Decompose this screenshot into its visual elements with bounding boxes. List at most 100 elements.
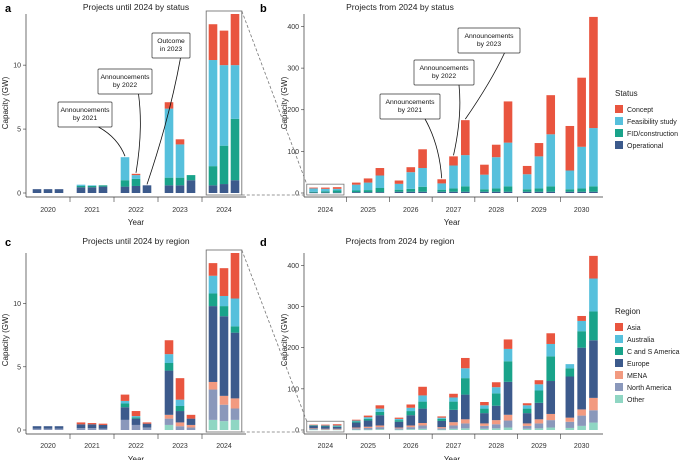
bar-segment-concept — [449, 156, 458, 166]
bar-segment-australia — [437, 417, 446, 419]
x-tick-label: 2020 — [40, 207, 56, 214]
annotation-line: Announcements — [464, 33, 514, 40]
bar-segment-north-america — [546, 420, 556, 428]
panel-b: b Projects from 2024 by status 0 100 200 300 4… — [260, 2, 603, 227]
x-tick-label: 2025 — [360, 443, 376, 450]
bar-segment-concept — [131, 173, 141, 176]
bar-segment-mena — [394, 427, 404, 429]
bar-segment-fid-construction — [534, 188, 544, 192]
bar-segment-c-and-s-america — [406, 411, 416, 416]
bar-segment-australia — [363, 417, 373, 419]
bar-segment-feasibility-study — [534, 156, 544, 189]
legend-label: C and S America — [627, 349, 680, 356]
bar-segment-mena — [208, 381, 218, 390]
bar-segment-feasibility-study — [131, 175, 141, 179]
legend-label: Australia — [627, 337, 654, 344]
bar-segment-feasibility-study — [589, 128, 598, 187]
legend-label: Concept — [627, 107, 653, 114]
bar-segment-fid-construction — [577, 188, 586, 192]
bar-segment-mena — [577, 409, 586, 416]
bar-segment-asia — [363, 415, 373, 418]
zoom-connector-top — [241, 249, 308, 422]
annotation-line: in 2023 — [160, 46, 183, 53]
bar-segment-europe — [230, 332, 240, 399]
bar-segment-other — [461, 428, 470, 430]
bar-segment-c-and-s-america — [418, 401, 427, 409]
bar-segment-asia — [219, 268, 229, 296]
bar-segment-c-and-s-america — [120, 403, 130, 408]
legend-label: Operational — [627, 143, 664, 150]
bar-segment-fid-construction — [503, 186, 513, 192]
bar-segment-fid-construction — [546, 186, 556, 192]
x-tick-label: 2026 — [403, 443, 419, 450]
bar-segment-asia — [375, 405, 385, 409]
bar-segment-australia — [406, 407, 416, 412]
y-tick-label: 400 — [287, 263, 299, 270]
legend-label: MENA — [627, 373, 648, 380]
bar-segment-asia — [437, 416, 446, 418]
bar-segment-europe — [54, 426, 64, 429]
bar-segment-australia — [491, 387, 501, 394]
x-tick-label: 2022 — [128, 443, 144, 450]
bar-segment-asia — [394, 417, 404, 419]
bar-segment-c-and-s-america — [589, 311, 598, 341]
bar-segment-feasibility-study — [449, 165, 458, 189]
bar-segment-feasibility-study — [577, 146, 586, 189]
bar-segment-operational — [461, 191, 470, 193]
bar-segment-fid-construction — [522, 189, 532, 192]
legend-swatch — [615, 117, 623, 125]
bar-segment-north-america — [522, 425, 532, 429]
bar-segment-europe — [309, 425, 318, 429]
bar-segment-operational — [332, 192, 342, 194]
bar-segment-c-and-s-america — [394, 420, 404, 422]
bar-segment-operational — [32, 189, 42, 193]
bar-segment-other — [418, 428, 427, 430]
bar-segment-fid-construction — [418, 186, 427, 192]
x-tick-label: 2029 — [531, 207, 547, 214]
bar-segment-feasibility-study — [120, 157, 130, 181]
zoom-connector-top — [241, 10, 308, 185]
bar-segment-operational — [406, 191, 416, 193]
bar-segment-fid-construction — [565, 189, 575, 192]
bar-segment-fid-construction — [175, 177, 185, 186]
x-tick-label: 2028 — [488, 207, 504, 214]
x-axis-label: Year — [444, 218, 461, 227]
y-tick-label: 0 — [295, 191, 299, 198]
bar-segment-other — [534, 428, 544, 430]
bar-segment-australia — [309, 425, 318, 426]
status-legend-title: Status — [615, 89, 638, 98]
bar-segment-asia — [321, 424, 330, 426]
annotation-leader — [98, 126, 126, 157]
zoom-box-a — [205, 10, 243, 196]
x-tick-label: 2030 — [574, 443, 590, 450]
y-axis-label: Capacity (GW) — [280, 76, 289, 129]
bar-segment-feasibility-study — [230, 65, 240, 119]
annotation-line: Announcements — [419, 65, 469, 72]
bar-segment-north-america — [321, 429, 330, 430]
bar-segment-europe — [98, 424, 108, 429]
bar-segment-australia — [131, 416, 141, 418]
bar-segment-operational — [375, 192, 385, 193]
zoom-box-c — [205, 249, 243, 433]
x-tick-label: 2029 — [531, 443, 547, 450]
x-tick-label: 2025 — [360, 207, 376, 214]
bar-segment-c-and-s-america — [546, 356, 556, 382]
bar-segment-other — [394, 429, 404, 431]
bar-segment-europe — [546, 381, 556, 414]
bar-segment-mena — [164, 414, 174, 419]
bar-segment-europe — [208, 306, 218, 382]
bar-segment-feasibility-study — [219, 65, 229, 146]
annotation-line: by 2022 — [432, 73, 456, 80]
bar-segment-asia — [589, 255, 598, 279]
bar-segment-operational — [186, 180, 196, 193]
annotation-text: Outcome in 2023 — [157, 38, 185, 53]
bar-segment-australia — [503, 348, 513, 362]
legend-swatch — [615, 395, 623, 403]
bar-segment-operational — [565, 191, 575, 193]
x-tick-label: 2024 — [216, 443, 232, 450]
x-tick-label: 2021 — [84, 443, 100, 450]
y-tick-label: 10 — [13, 301, 21, 308]
legend-label: Feasibility study — [627, 119, 677, 126]
bar-segment-australia — [332, 425, 342, 427]
bar-segment-mena — [461, 419, 470, 424]
